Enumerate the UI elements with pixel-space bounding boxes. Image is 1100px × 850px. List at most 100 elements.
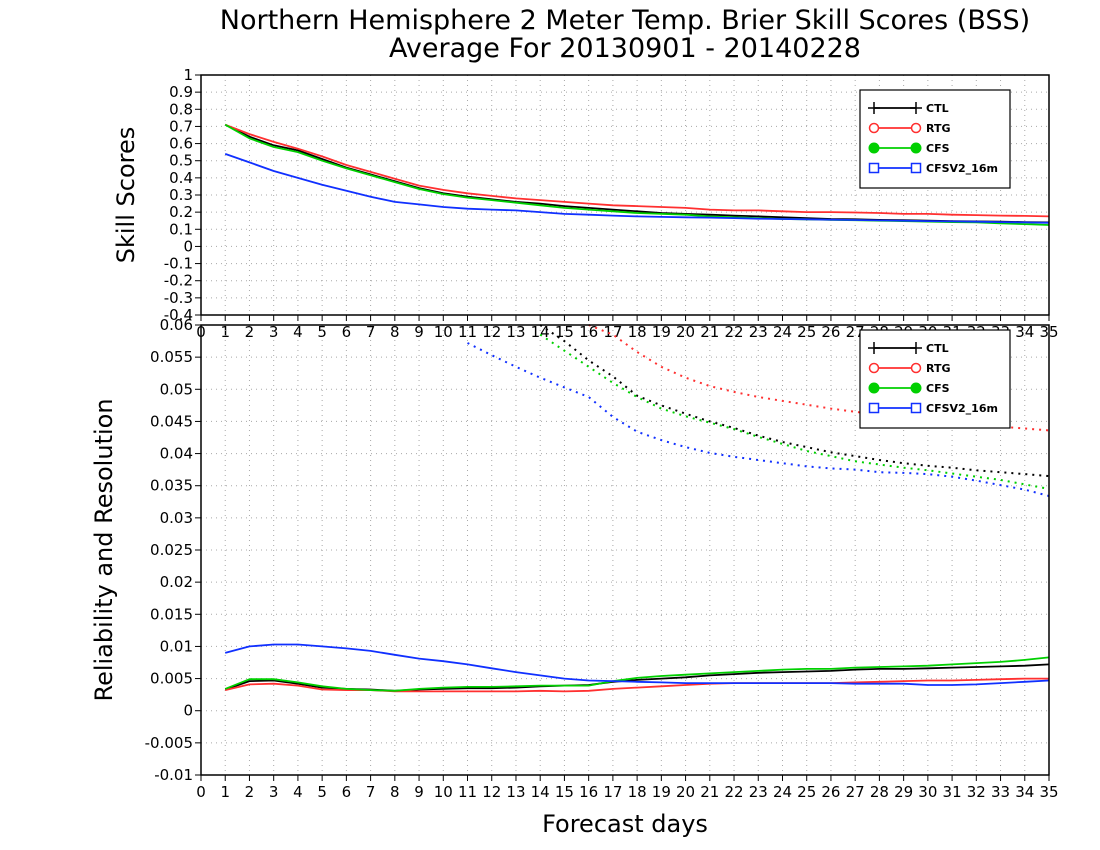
- x-tick-label: 25: [797, 783, 816, 801]
- x-tick-label: 15: [555, 783, 574, 801]
- y-tick-label: 0.015: [150, 605, 193, 623]
- legend-box: [859, 329, 1011, 429]
- y-tick-label: 0.05: [160, 380, 193, 398]
- x-tick-label: 18: [628, 323, 647, 341]
- series-cfs-reliability-line: [224, 656, 1050, 692]
- legend-marker: [910, 102, 922, 114]
- legend-label: RTG: [926, 122, 951, 135]
- legend-label: CTL: [926, 342, 949, 355]
- x-tick-label: 24: [773, 783, 792, 801]
- x-tick-label: 5: [317, 783, 327, 801]
- legend-entry-ctl: CTL: [868, 102, 949, 115]
- x-tick-label: 15: [555, 323, 574, 341]
- y-tick-label: -0.3: [164, 289, 193, 307]
- x-tick-label: 0: [196, 783, 206, 801]
- y-tick-label: 0.005: [150, 670, 193, 688]
- legend-marker: [910, 342, 922, 354]
- x-tick-label: 24: [773, 323, 792, 341]
- x-tick-label: 13: [506, 323, 525, 341]
- x-tick-label: 3: [269, 323, 279, 341]
- legend-marker: [868, 162, 880, 174]
- y-tick-label: 1: [183, 66, 193, 84]
- series-cfsv2-16m-line: [224, 153, 1050, 224]
- legend-marker: [910, 162, 922, 174]
- legend-entry-rtg: RTG: [868, 362, 951, 375]
- legend-marker: [868, 142, 880, 154]
- legend-marker: [868, 402, 880, 414]
- y-tick-label: -0.005: [145, 734, 193, 752]
- y-tick-label: 0.025: [150, 541, 193, 559]
- x-tick-label: 8: [390, 323, 400, 341]
- x-tick-label: 29: [894, 783, 913, 801]
- series-cfsv2-16m-reliability-line: [224, 643, 1050, 686]
- x-tick-label: 34: [1015, 323, 1034, 341]
- legend-label: CFS: [926, 142, 950, 155]
- y-tick-label: 0.06: [160, 316, 193, 334]
- x-tick-label: 23: [749, 323, 768, 341]
- x-tick-label: 20: [676, 783, 695, 801]
- y-tick-label: 0.3: [169, 186, 193, 204]
- legend-entry-cfsv2-16m: CFSV2_16m: [868, 162, 998, 175]
- plot-frame: [200, 74, 1050, 316]
- y-tick-label: -0.1: [164, 255, 193, 273]
- x-tick-label: 17: [603, 783, 622, 801]
- chart-title-line1: Northern Hemisphere 2 Meter Temp. Brier …: [220, 5, 1030, 36]
- legend-marker: [910, 362, 922, 374]
- x-tick-label: 30: [918, 783, 937, 801]
- legend-entry-cfsv2-16m: CFSV2_16m: [868, 402, 998, 415]
- x-tick-label: 26: [821, 783, 840, 801]
- x-tick-label: 33: [991, 783, 1010, 801]
- x-tick-label: 13: [506, 783, 525, 801]
- y-tick-label: 0.045: [150, 412, 193, 430]
- x-tick-label: 10: [434, 323, 453, 341]
- x-tick-label: 11: [458, 323, 477, 341]
- y-tick-label: 0: [183, 702, 193, 720]
- x-tick-label: 10: [434, 783, 453, 801]
- legend: CTL RTG CFS CFSV2_16m: [859, 89, 1011, 189]
- x-tick-label: 17: [603, 323, 622, 341]
- legend-marker: [910, 122, 922, 134]
- legend-label: CFS: [926, 382, 950, 395]
- y-tick-label: 0.8: [169, 100, 193, 118]
- x-tick-label: 1: [220, 783, 230, 801]
- legend-label: CFSV2_16m: [926, 162, 998, 175]
- legend-marker: [868, 122, 880, 134]
- x-tick-label: 4: [293, 323, 303, 341]
- legend-label: CFSV2_16m: [926, 402, 998, 415]
- skill-scores-panel: -0.4-0.3-0.2-0.100.10.20.30.40.50.60.70.…: [164, 66, 1059, 341]
- x-tick-label: 23: [749, 783, 768, 801]
- legend-entry-rtg: RTG: [868, 122, 951, 135]
- y-tick-label: 0.4: [169, 169, 193, 187]
- bottom-y-axis-label: Reliability and Resolution: [90, 398, 118, 701]
- x-tick-label: 21: [700, 323, 719, 341]
- x-tick-label: 11: [458, 783, 477, 801]
- legend-marker: [868, 342, 880, 354]
- y-tick-label: 0.6: [169, 135, 193, 153]
- x-tick-label: 32: [967, 783, 986, 801]
- x-tick-label: 26: [821, 323, 840, 341]
- y-tick-label: 0.035: [150, 477, 193, 495]
- x-tick-label: 9: [414, 783, 424, 801]
- x-tick-label: 2: [245, 323, 255, 341]
- x-tick-label: 7: [366, 323, 376, 341]
- legend-marker: [868, 102, 880, 114]
- series-rtg-line: [224, 123, 1050, 218]
- y-tick-label: 0.7: [169, 117, 193, 135]
- legend-marker: [910, 142, 922, 154]
- top-y-axis-label: Skill Scores: [112, 127, 140, 264]
- x-tick-label: 14: [531, 323, 550, 341]
- x-tick-label: 28: [870, 783, 889, 801]
- y-tick-label: -0.2: [164, 272, 193, 290]
- x-tick-label: 12: [482, 323, 501, 341]
- series-ctl-resolution-line: [539, 324, 1050, 478]
- legend-entry-ctl: CTL: [868, 342, 949, 355]
- series-cfs-resolution-line: [539, 333, 1050, 490]
- x-tick-label: 27: [846, 783, 865, 801]
- y-tick-label: -0.01: [154, 766, 193, 784]
- x-tick-label: 35: [1039, 783, 1058, 801]
- x-tick-label: 22: [724, 323, 743, 341]
- x-tick-label: 18: [628, 783, 647, 801]
- x-tick-label: 22: [724, 783, 743, 801]
- legend-label: CTL: [926, 102, 949, 115]
- x-tick-label: 5: [317, 323, 327, 341]
